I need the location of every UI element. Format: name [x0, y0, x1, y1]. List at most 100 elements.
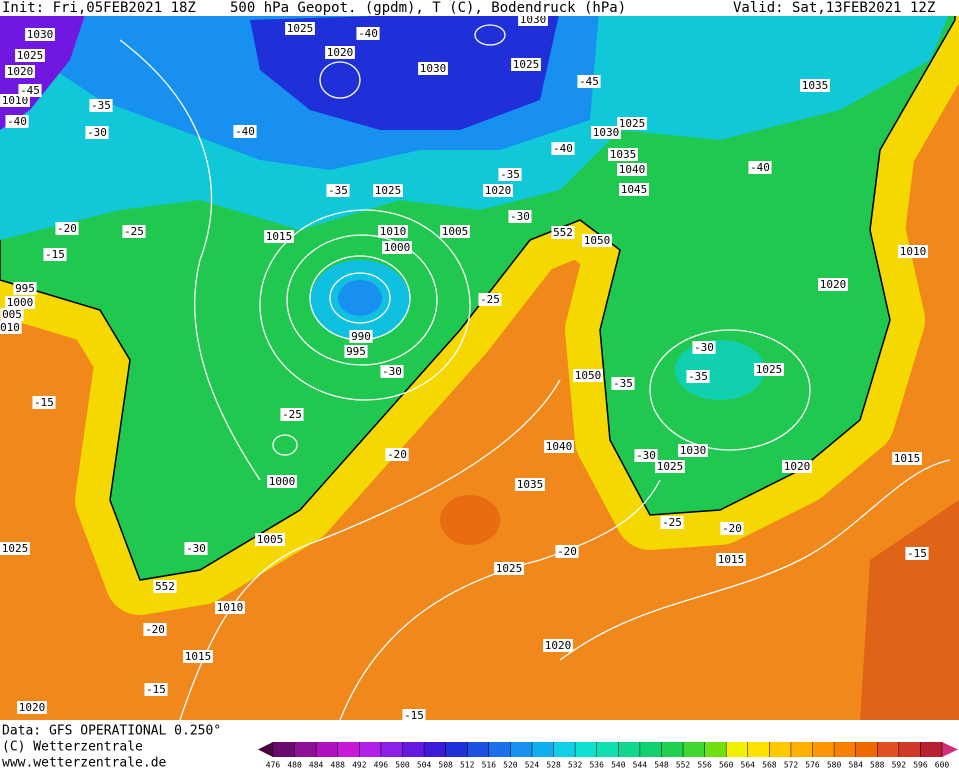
temperature-label: -30: [85, 126, 109, 139]
isobar-label: 1010: [0, 94, 30, 107]
isobar-label: 1030: [25, 28, 55, 41]
colorbar-tick-label: 484: [309, 761, 324, 770]
colorbar-tick-label: 576: [805, 761, 820, 770]
isobar-label: 005: [0, 308, 24, 321]
colorbar-tick-label: 504: [417, 761, 432, 770]
isobar-label: 1020: [483, 184, 513, 197]
temperature-label: -25: [660, 516, 684, 529]
isobar-label: 1015: [892, 452, 922, 465]
temperature-label: -30: [508, 210, 532, 223]
colorbar-swatch: [273, 742, 296, 757]
isobar-label-box: [5, 65, 35, 78]
colorbar-swatch: [424, 742, 447, 757]
isobar-label-box: [617, 117, 647, 130]
colorbar-arrow: [942, 742, 958, 757]
temperature-label-text: -20: [57, 222, 77, 235]
isobar-label-text: 1025: [496, 562, 523, 575]
temperature-label-box: [611, 377, 635, 390]
temperature-label-text: -20: [722, 522, 742, 535]
temperature-label-text: -45: [579, 75, 599, 88]
temperature-label: -15: [144, 683, 168, 696]
colorbar-swatch: [294, 742, 317, 757]
isobar-label: 1020: [543, 639, 573, 652]
isobar-label-text: 005: [2, 308, 22, 321]
isobar-label: 1005: [255, 533, 285, 546]
temperature-label: -30: [692, 341, 716, 354]
temperature-label-box: [32, 396, 56, 409]
colorbar-swatch: [790, 742, 814, 757]
isobar-label-box: [382, 241, 412, 254]
temperature-label-text: -40: [235, 125, 255, 138]
isobar-label-box: [573, 369, 603, 382]
temperature-label: -15: [32, 396, 56, 409]
isobar-label-box: [0, 321, 22, 334]
temperature-label: -30: [634, 449, 658, 462]
isobar-label-box: [15, 49, 45, 62]
temperature-label-box: [18, 84, 42, 97]
colorbar-swatch: [316, 742, 339, 757]
temperature-label-box: [326, 184, 350, 197]
colorbar-tick-label: 556: [697, 761, 712, 770]
isobar-label-box: [255, 533, 285, 546]
isobar-label-box: [619, 183, 649, 196]
isobar-label: 1050: [582, 234, 612, 247]
colorbar-swatch: [402, 742, 425, 757]
temperature-label: -35: [326, 184, 350, 197]
temperature-label: -25: [280, 408, 304, 421]
temperature-label-box: [153, 580, 177, 593]
colorbar-swatch: [898, 742, 921, 757]
colorbar-swatch: [683, 742, 706, 757]
temperature-label-box: [43, 248, 67, 261]
isobar-label-box: [515, 478, 545, 491]
isobar-label: 1025: [285, 22, 315, 35]
isobar-label-box: [0, 308, 24, 321]
isobar-label: 1020: [818, 278, 848, 291]
colorbar-swatch: [639, 742, 662, 757]
colorbar-arrow: [258, 742, 273, 757]
isobar-label: 1030: [418, 62, 448, 75]
isobar-label: 995: [344, 345, 368, 358]
temperature-label-text: -15: [907, 547, 927, 560]
isobar-label: 1010: [378, 225, 408, 238]
isobar-label-box: [617, 163, 647, 176]
temperature-label-box: [508, 210, 532, 223]
isobar-label: 010: [0, 321, 22, 334]
init-time: Init: Fri,05FEB2021 18Z: [2, 0, 196, 16]
isobar-label-text: 990: [351, 330, 371, 343]
isobar-label-text: 1020: [485, 184, 512, 197]
colorbar-tick-label: 568: [762, 761, 777, 770]
colorbar-tick-label: 532: [568, 761, 583, 770]
isobar-label-text: 995: [346, 345, 366, 358]
isobar-label: 1025: [617, 117, 647, 130]
temperature-label-text: -30: [87, 126, 107, 139]
temperature-label-box: [380, 365, 404, 378]
temperature-label-box: [89, 99, 113, 112]
colorbar-swatch: [855, 742, 878, 757]
temperature-label-box: [55, 222, 79, 235]
isobar-label-text: 1025: [287, 22, 314, 35]
colorbar-tick-label: 596: [913, 761, 928, 770]
isobar-label: 1000: [382, 241, 412, 254]
isobar-label: 1005: [440, 225, 470, 238]
isobar-label-box: [440, 225, 470, 238]
isobar-label-text: 1035: [610, 148, 637, 161]
temperature-label-box: [280, 408, 304, 421]
temperature-label-text: -15: [34, 396, 54, 409]
isobar-label: 1020: [782, 460, 812, 473]
isobar-label-box: [483, 184, 513, 197]
colorbar-tick-label: 516: [482, 761, 497, 770]
temperature-label: -45: [577, 75, 601, 88]
colorbar-tick-label: 564: [741, 761, 756, 770]
isobar-label-text: 1005: [442, 225, 469, 238]
isobar-label: 1020: [5, 65, 35, 78]
temperature-label-text: -25: [124, 225, 144, 238]
isobar-label-text: 010: [0, 321, 20, 334]
isobar-label: 1025: [373, 184, 403, 197]
temperature-label: -40: [356, 27, 380, 40]
temperature-label-box: [478, 293, 502, 306]
isobars: [119, 24, 951, 721]
colorbar-swatch: [467, 742, 490, 757]
temperature-label-text: -30: [510, 210, 530, 223]
isobar-label: 1015: [264, 230, 294, 243]
isobar-label-text: 1035: [802, 79, 829, 92]
